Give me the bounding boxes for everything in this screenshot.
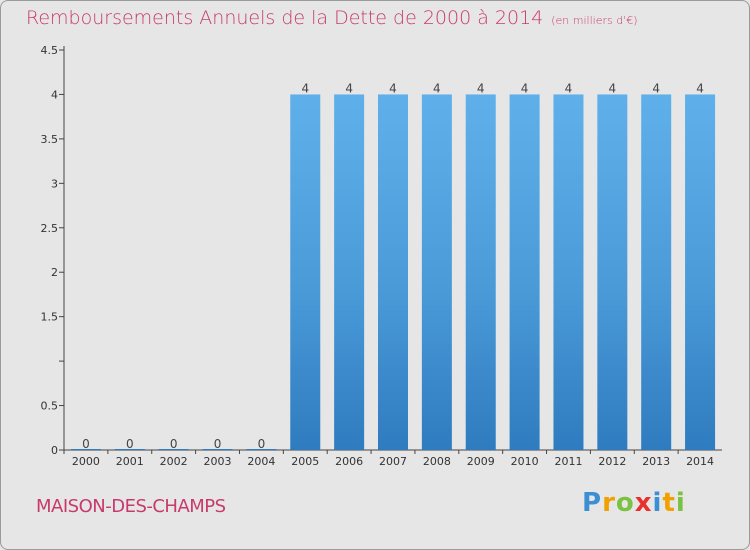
- y-tick-label: 3: [51, 177, 58, 190]
- x-tick-label: 2002: [160, 455, 188, 468]
- chart-title-text: Remboursements Annuels de la Dette de 20…: [26, 7, 544, 29]
- x-tick-label: 2000: [72, 455, 100, 468]
- x-tick-label: 2010: [511, 455, 539, 468]
- y-tick-label: 2.5: [41, 222, 59, 235]
- x-tick-label: 2014: [686, 455, 714, 468]
- x-tick-label: 2006: [335, 455, 363, 468]
- y-tick-label: 0.5: [41, 400, 59, 413]
- y-tick-label: 4.5: [41, 44, 59, 57]
- data-label: 0: [258, 437, 266, 451]
- data-label: 4: [301, 81, 309, 95]
- data-label: 4: [609, 81, 617, 95]
- x-tick-label: 2007: [379, 455, 407, 468]
- axes: 0 0.5 1.5 2 2.5 3 3.5 4 4.5 2000 2001 2002 2003 2004 2…: [41, 44, 722, 468]
- data-label: 0: [170, 437, 178, 451]
- proxiti-logo[interactable]: Proxiti: [582, 488, 686, 518]
- bar: [553, 94, 584, 450]
- bar: [641, 94, 672, 450]
- x-tick-label: 2001: [116, 455, 144, 468]
- data-label: 4: [345, 81, 353, 95]
- x-tick-label: 2012: [598, 455, 626, 468]
- x-tick-label: 2013: [642, 455, 670, 468]
- data-label: 0: [214, 437, 222, 451]
- data-label: 4: [696, 81, 704, 95]
- bar: [597, 94, 628, 450]
- chart-unit: (en milliers d'€): [551, 14, 638, 27]
- bar: [378, 94, 408, 450]
- bar: [202, 449, 233, 450]
- bar: [509, 94, 540, 450]
- bar: [114, 449, 145, 450]
- x-tick-label: 2008: [423, 455, 451, 468]
- y-tick-label: 2: [51, 266, 58, 279]
- data-label: 4: [521, 81, 529, 95]
- data-label: 0: [82, 437, 90, 451]
- y-tick-label: 0: [51, 444, 58, 457]
- bar: [70, 449, 101, 450]
- bar: [465, 94, 496, 450]
- bar: [334, 94, 365, 450]
- y-tick-label: 4: [51, 88, 58, 101]
- x-tick-label: 2011: [554, 455, 582, 468]
- bar: [290, 94, 321, 450]
- bars: [70, 94, 716, 450]
- x-tick-label: 2003: [204, 455, 232, 468]
- bar: [246, 449, 277, 450]
- bar: [685, 94, 716, 450]
- data-label: 4: [652, 81, 660, 95]
- data-label: 4: [389, 81, 397, 95]
- x-tick-label: 2004: [247, 455, 275, 468]
- data-labels: 0 0 0 0 0 4 4 4 4 4 4 4 4 4 4: [82, 81, 704, 451]
- bar: [158, 449, 189, 450]
- town-name: MAISON-DES-CHAMPS: [36, 496, 226, 517]
- y-tick-label: 1.5: [41, 311, 59, 324]
- data-label: 4: [565, 81, 573, 95]
- chart-title: Remboursements Annuels de la Dette de 20…: [26, 7, 638, 29]
- x-tick-label: 2005: [291, 455, 319, 468]
- data-label: 4: [477, 81, 485, 95]
- data-label: 0: [126, 437, 134, 451]
- y-tick-label: 3.5: [41, 133, 59, 146]
- data-label: 4: [433, 81, 441, 95]
- x-tick-label: 2009: [467, 455, 495, 468]
- bar: [421, 94, 452, 450]
